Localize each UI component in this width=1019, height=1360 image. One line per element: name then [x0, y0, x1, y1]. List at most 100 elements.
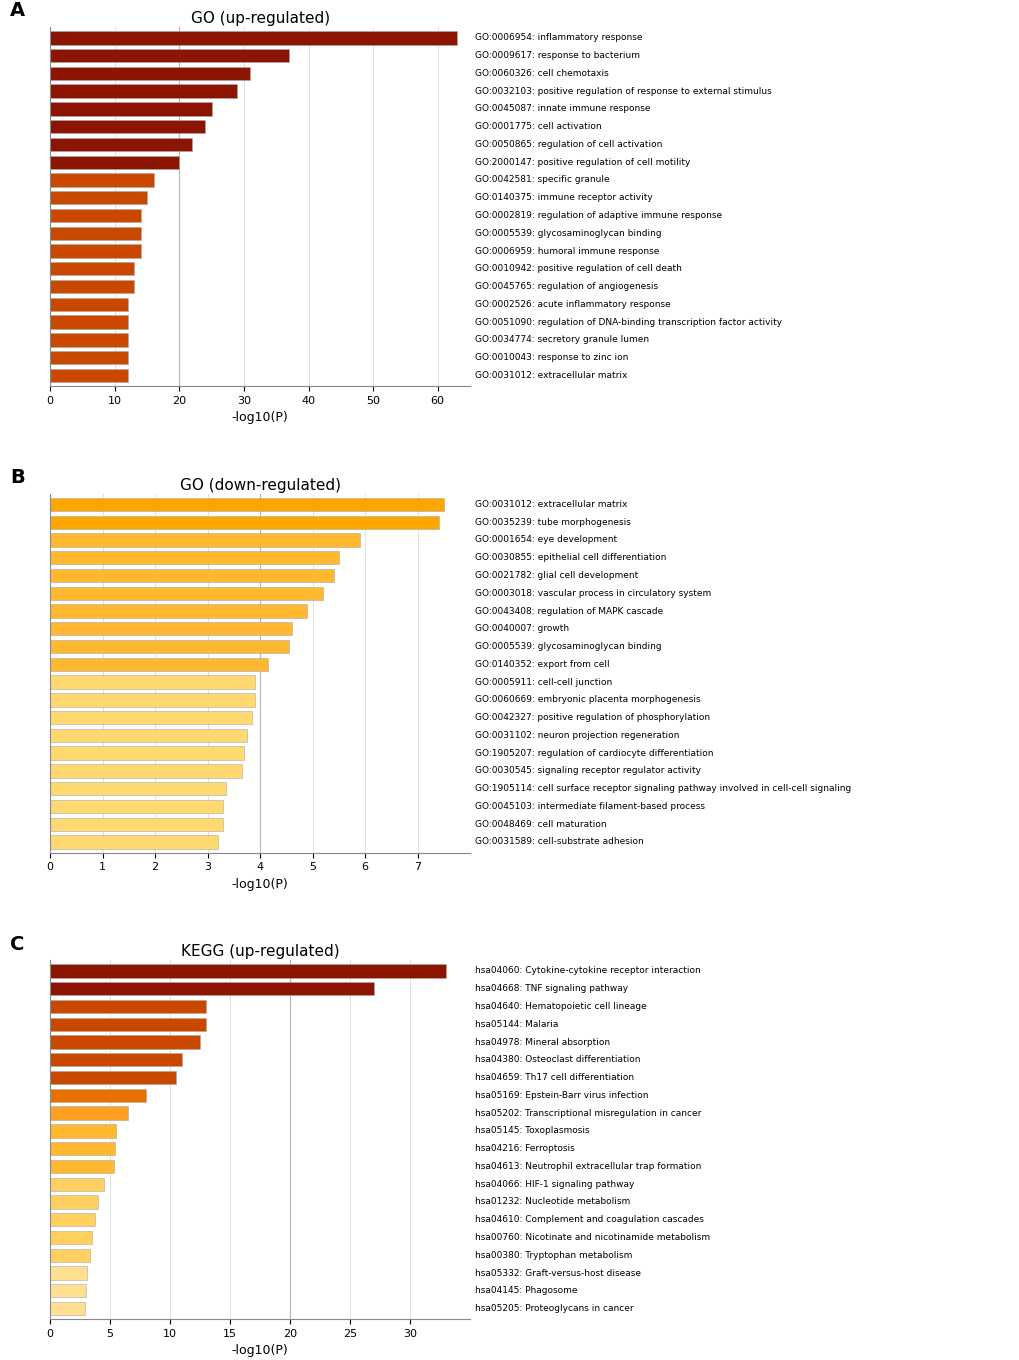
Bar [50, 604, 307, 617]
Title: GO (up-regulated): GO (up-regulated) [191, 11, 329, 26]
Title: GO (down-regulated): GO (down-regulated) [179, 477, 340, 492]
Text: C: C [10, 934, 24, 953]
Bar [50, 84, 237, 98]
Bar [50, 1284, 86, 1297]
Bar [50, 1088, 146, 1102]
Text: GO:0005539: glycosaminoglycan binding: GO:0005539: glycosaminoglycan binding [475, 228, 661, 238]
Text: GO:0021782: glial cell development: GO:0021782: glial cell development [475, 571, 638, 579]
Text: hsa05205: Proteoglycans in cancer: hsa05205: Proteoglycans in cancer [475, 1304, 633, 1312]
Bar [50, 1107, 128, 1119]
Bar [50, 227, 141, 239]
Bar [50, 262, 135, 276]
Bar [50, 622, 291, 635]
Bar [50, 245, 141, 258]
Text: hsa05202: Transcriptional misregulation in cancer: hsa05202: Transcriptional misregulation … [475, 1108, 701, 1118]
Bar [50, 711, 252, 725]
Text: GO:0140352: export from cell: GO:0140352: export from cell [475, 660, 609, 669]
Bar [50, 1070, 176, 1084]
Text: GO:0140375: immune receptor activity: GO:0140375: immune receptor activity [475, 193, 652, 203]
Title: KEGG (up-regulated): KEGG (up-regulated) [180, 944, 339, 959]
Text: GO:0005539: glycosaminoglycan binding: GO:0005539: glycosaminoglycan binding [475, 642, 661, 651]
Text: GO:0045087: innate immune response: GO:0045087: innate immune response [475, 105, 650, 113]
Text: hsa04066: HIF-1 signaling pathway: hsa04066: HIF-1 signaling pathway [475, 1179, 634, 1189]
Text: GO:0042327: positive regulation of phosphorylation: GO:0042327: positive regulation of phosp… [475, 713, 709, 722]
Text: hsa05332: Graft-versus-host disease: hsa05332: Graft-versus-host disease [475, 1269, 641, 1277]
Bar [50, 298, 127, 311]
Text: GO:0006959: humoral immune response: GO:0006959: humoral immune response [475, 246, 659, 256]
Bar [50, 1266, 88, 1280]
Text: GO:0030855: epithelial cell differentiation: GO:0030855: epithelial cell differentiat… [475, 554, 665, 562]
Bar [50, 533, 360, 547]
Text: hsa04613: Neutrophil extracellular trap formation: hsa04613: Neutrophil extracellular trap … [475, 1161, 701, 1171]
Text: GO:0045765: regulation of angiogenesis: GO:0045765: regulation of angiogenesis [475, 282, 657, 291]
Bar [50, 102, 212, 116]
Bar [50, 729, 247, 743]
Text: hsa00380: Tryptophan metabolism: hsa00380: Tryptophan metabolism [475, 1251, 632, 1259]
Text: GO:2000147: positive regulation of cell motility: GO:2000147: positive regulation of cell … [475, 158, 690, 167]
Text: hsa04380: Osteoclast differentiation: hsa04380: Osteoclast differentiation [475, 1055, 640, 1065]
Bar [50, 1125, 116, 1137]
Bar [50, 316, 127, 329]
Bar [50, 1248, 90, 1262]
Bar [50, 782, 226, 796]
Text: hsa04060: Cytokine-cytokine receptor interaction: hsa04060: Cytokine-cytokine receptor int… [475, 967, 700, 975]
Bar [50, 1053, 182, 1066]
Bar [50, 694, 255, 706]
Text: hsa05144: Malaria: hsa05144: Malaria [475, 1020, 558, 1028]
Bar [50, 1035, 200, 1049]
Text: hsa04610: Complement and coagulation cascades: hsa04610: Complement and coagulation cas… [475, 1216, 703, 1224]
Bar [50, 817, 223, 831]
Bar [50, 982, 374, 996]
Bar [50, 369, 127, 382]
Bar [50, 155, 179, 169]
Text: GO:0045103: intermediate filament-based process: GO:0045103: intermediate filament-based … [475, 802, 704, 811]
Text: GO:0030545: signaling receptor regulator activity: GO:0030545: signaling receptor regulator… [475, 767, 700, 775]
Bar [50, 658, 268, 670]
Bar [50, 1160, 114, 1174]
Bar [50, 31, 457, 45]
Bar [50, 1017, 206, 1031]
Bar [50, 1178, 104, 1191]
Text: GO:0010942: positive regulation of cell death: GO:0010942: positive regulation of cell … [475, 264, 682, 273]
Bar [50, 835, 218, 849]
Bar [50, 209, 141, 222]
Text: hsa04659: Th17 cell differentiation: hsa04659: Th17 cell differentiation [475, 1073, 634, 1083]
X-axis label: -log10(P): -log10(P) [231, 411, 288, 424]
Bar [50, 1302, 85, 1315]
Text: hsa04640: Hematopoietic cell lineage: hsa04640: Hematopoietic cell lineage [475, 1002, 646, 1010]
Text: GO:0010043: response to zinc ion: GO:0010043: response to zinc ion [475, 354, 628, 362]
X-axis label: -log10(P): -log10(P) [231, 879, 288, 891]
X-axis label: -log10(P): -log10(P) [231, 1345, 288, 1357]
Text: GO:0002819: regulation of adaptive immune response: GO:0002819: regulation of adaptive immun… [475, 211, 721, 220]
Text: GO:0031012: extracellular matrix: GO:0031012: extracellular matrix [475, 371, 627, 379]
Bar [50, 280, 135, 294]
Text: GO:1905114: cell surface receptor signaling pathway involved in cell-cell signal: GO:1905114: cell surface receptor signal… [475, 785, 851, 793]
Bar [50, 1213, 95, 1227]
Text: GO:0031589: cell-substrate adhesion: GO:0031589: cell-substrate adhesion [475, 838, 643, 846]
Bar [50, 1000, 206, 1013]
Bar [50, 192, 147, 204]
Text: hsa05145: Toxoplasmosis: hsa05145: Toxoplasmosis [475, 1126, 589, 1136]
Text: hsa05169: Epstein-Barr virus infection: hsa05169: Epstein-Barr virus infection [475, 1091, 648, 1100]
Bar [50, 1142, 115, 1155]
Text: GO:0040007: growth: GO:0040007: growth [475, 624, 569, 634]
Text: GO:0034774: secretory granule lumen: GO:0034774: secretory granule lumen [475, 336, 649, 344]
Bar [50, 1195, 98, 1209]
Text: GO:0006954: inflammatory response: GO:0006954: inflammatory response [475, 34, 642, 42]
Text: GO:0005911: cell-cell junction: GO:0005911: cell-cell junction [475, 677, 611, 687]
Bar [50, 120, 205, 133]
Bar [50, 515, 438, 529]
Bar [50, 137, 193, 151]
Bar [50, 49, 288, 63]
Text: GO:0042581: specific granule: GO:0042581: specific granule [475, 175, 609, 185]
Text: GO:0003018: vascular process in circulatory system: GO:0003018: vascular process in circulat… [475, 589, 710, 598]
Text: hsa04668: TNF signaling pathway: hsa04668: TNF signaling pathway [475, 985, 628, 993]
Bar [50, 586, 323, 600]
Bar [50, 551, 338, 564]
Text: GO:0001654: eye development: GO:0001654: eye development [475, 536, 616, 544]
Text: GO:0031102: neuron projection regeneration: GO:0031102: neuron projection regenerati… [475, 730, 679, 740]
Text: GO:0048469: cell maturation: GO:0048469: cell maturation [475, 820, 606, 828]
Text: GO:0060669: embryonic placenta morphogenesis: GO:0060669: embryonic placenta morphogen… [475, 695, 700, 704]
Bar [50, 568, 333, 582]
Text: GO:0002526: acute inflammatory response: GO:0002526: acute inflammatory response [475, 299, 671, 309]
